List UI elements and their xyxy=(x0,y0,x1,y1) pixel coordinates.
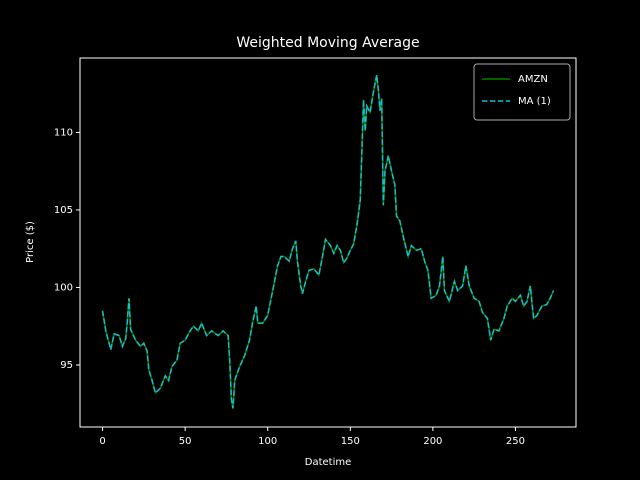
y-tick-label: 100 xyxy=(54,282,73,293)
legend-box xyxy=(473,63,571,121)
y-axis-label: Price ($) xyxy=(25,221,36,263)
x-tick-label: 200 xyxy=(423,436,442,447)
x-tick-label: 0 xyxy=(99,436,105,447)
x-axis-label: Datetime xyxy=(305,457,352,468)
series-line xyxy=(101,74,555,409)
y-tick-label: 105 xyxy=(54,205,73,216)
x-tick-label: 150 xyxy=(341,436,360,447)
series-line xyxy=(101,74,555,409)
y-tick-label: 110 xyxy=(54,127,73,138)
x-tick-label: 50 xyxy=(179,436,192,447)
x-tick-label: 100 xyxy=(258,436,277,447)
chart-title: Weighted Moving Average xyxy=(236,35,419,51)
x-tick-label: 250 xyxy=(506,436,525,447)
legend-label: AMZN xyxy=(518,74,548,85)
y-tick-label: 95 xyxy=(60,360,73,371)
legend-label: MA (1) xyxy=(518,96,551,107)
plot-frame xyxy=(79,57,577,428)
